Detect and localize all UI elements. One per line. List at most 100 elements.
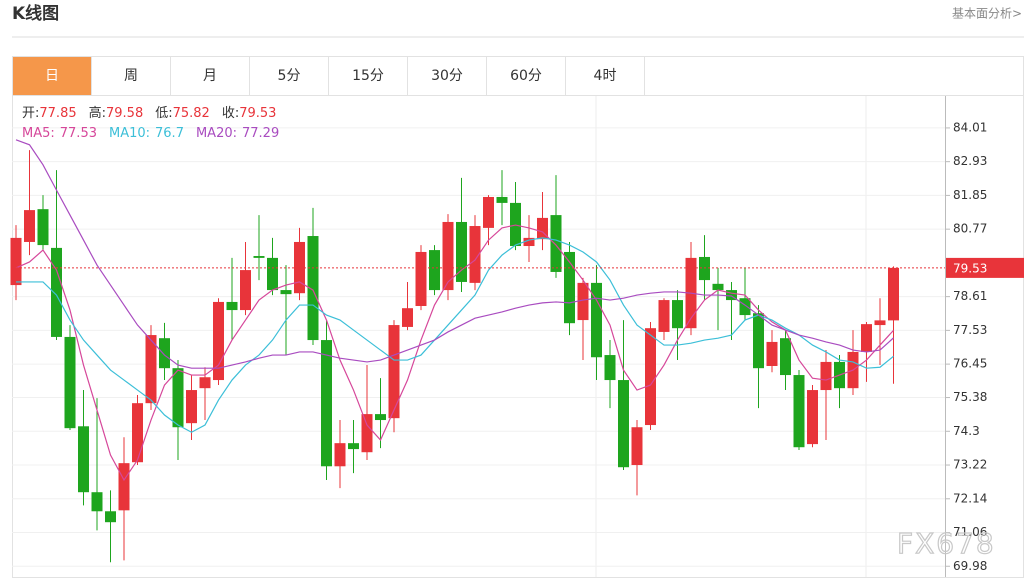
tab[interactable] [566, 57, 644, 95]
candle-body [64, 336, 76, 429]
candle-body [429, 250, 440, 291]
tab-label[interactable]: 日 [45, 68, 59, 84]
candle-body [564, 251, 575, 324]
ohlc-value: 79.53 [239, 106, 276, 121]
plot-area: 84.01 82.93 81.85 80.77 78.61 77.53 76.45 75.38… [10, 96, 1024, 577]
candle-body [132, 403, 143, 463]
ma-line [16, 237, 894, 433]
candle-body [78, 426, 89, 493]
ohlc-label: 收: [222, 106, 239, 121]
tab-label[interactable]: 周 [124, 68, 138, 84]
candle-body [145, 335, 157, 404]
y-tick-label: 81.85 [953, 188, 987, 202]
candle-body [739, 298, 751, 316]
candle-body [253, 256, 265, 258]
candle-body [618, 380, 629, 468]
tab-label[interactable]: 5分 [278, 68, 301, 84]
ma-legend-value: 77.53 [60, 126, 97, 141]
candle-body [726, 290, 737, 301]
candle-body [51, 247, 62, 337]
watermark: FX678 [897, 527, 996, 560]
ohlc-label: 高: [89, 105, 106, 121]
candle-body [172, 368, 184, 428]
tab-label[interactable]: 4时 [594, 68, 617, 84]
tab-bar: 日 周 月 5分 15分 30分 60分 4时 [13, 57, 645, 95]
candle-body [577, 282, 589, 321]
candle-body [348, 443, 359, 450]
candle-body [415, 251, 427, 307]
candle-body [753, 313, 764, 369]
tab-label[interactable]: 30分 [431, 68, 463, 84]
candle-body [334, 443, 346, 467]
candle-body [874, 320, 886, 326]
candle-body [510, 202, 521, 247]
candle-body [550, 215, 562, 272]
candle-body [604, 355, 616, 381]
candle-body [631, 427, 643, 466]
candle-body [307, 236, 319, 341]
tab[interactable] [171, 57, 249, 95]
y-tick-label: 75.38 [953, 390, 987, 404]
candle-body [820, 361, 832, 391]
candle-body [213, 301, 224, 381]
candle-body [658, 300, 670, 332]
y-tick-label: 80.77 [953, 222, 987, 236]
last-price-badge [946, 257, 1024, 278]
ma-legend-name: MA10: [109, 126, 150, 141]
candle-body [37, 209, 49, 246]
candle-body [361, 414, 373, 453]
y-tick-label: 78.61 [953, 289, 987, 303]
tab[interactable] [92, 57, 170, 95]
candle-body [888, 267, 899, 321]
candle-body [645, 328, 656, 426]
tab[interactable] [329, 57, 407, 95]
ma-legend-value: 77.29 [242, 126, 279, 141]
ma-legend-name: MA5: [22, 126, 55, 141]
tab[interactable] [487, 57, 565, 95]
y-tick-label: 82.93 [953, 154, 987, 168]
candle-body [712, 283, 724, 291]
ma-line [15, 139, 894, 369]
candle-body [456, 221, 467, 282]
tab[interactable] [13, 57, 91, 95]
candle-body [10, 237, 22, 286]
candle-body [375, 414, 386, 421]
ma-readout: MA5: 77.53 MA10: 76.7 MA20: 77.29 [22, 126, 279, 141]
tab-label[interactable]: 15分 [352, 68, 384, 84]
candle-body [591, 282, 602, 358]
y-tick-label: 73.22 [953, 458, 987, 472]
candle-body [793, 375, 805, 448]
tab-label[interactable]: 月 [203, 68, 217, 84]
candle-body [24, 210, 35, 242]
y-tick-label: 77.53 [953, 323, 987, 337]
ma-legend-value: 76.7 [155, 126, 184, 141]
tab-label[interactable]: 60分 [510, 68, 542, 84]
candle-body [388, 325, 400, 419]
y-tick-label: 76.45 [953, 357, 987, 371]
ohlc-value: 77.85 [39, 106, 76, 121]
candle-body [321, 340, 332, 467]
candle-body [672, 300, 683, 329]
candle-body [105, 511, 116, 523]
ohlc-label: 开: [22, 106, 39, 121]
candle-body [807, 390, 818, 445]
ohlc-readout: 开:77.85 高:79.58 低:75.82 收:79.53 [22, 105, 276, 121]
candle-body [226, 301, 238, 311]
ma-line [15, 224, 894, 482]
tab[interactable] [408, 57, 486, 95]
fundamental-link[interactable]: 基本面分析> [952, 7, 1022, 21]
candle-body [186, 390, 197, 424]
candle-body [766, 341, 778, 366]
tab[interactable] [250, 57, 328, 95]
ohlc-value: 75.82 [173, 106, 210, 121]
candle-body [159, 338, 170, 369]
candle-body [537, 217, 548, 240]
ohlc-value: 79.58 [106, 106, 143, 121]
y-tick-label: 74.3 [953, 424, 980, 438]
last-price-label: 79.53 [953, 261, 987, 275]
candle-body [118, 463, 130, 511]
candle-body [483, 196, 494, 228]
y-tick-label: 69.98 [953, 559, 987, 573]
y-tick-label: 71.06 [953, 525, 987, 539]
